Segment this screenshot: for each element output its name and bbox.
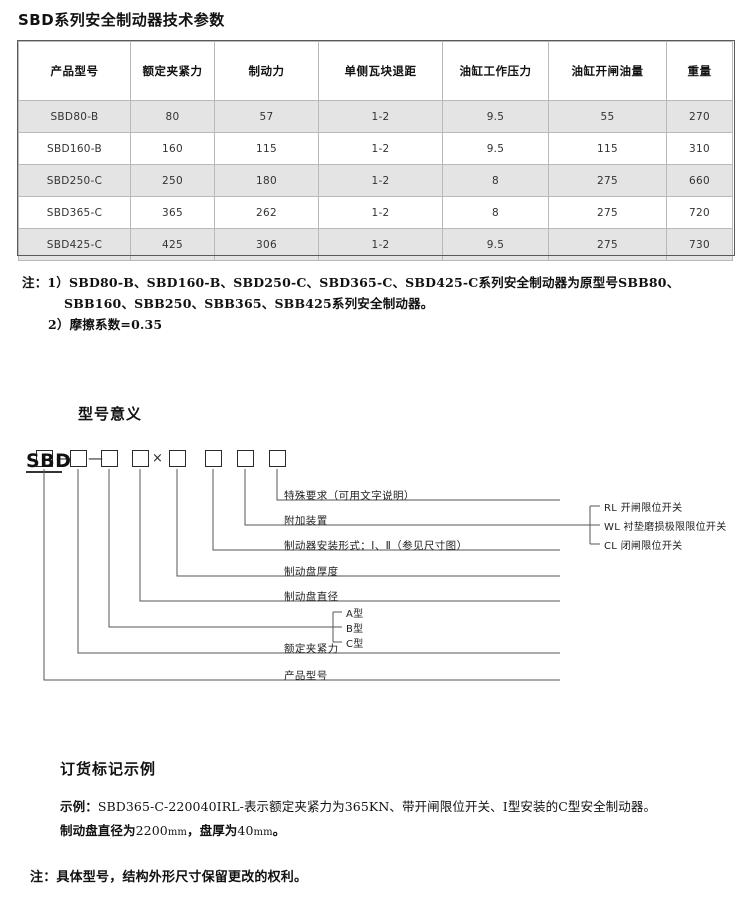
table-notes: 注：1）SBD80-B、SBD160-B、SBD250-C、SBD365-C、S… (22, 272, 679, 335)
cell-brakeforce: 262 (214, 196, 319, 229)
order-example-prefix: 示例： (60, 799, 98, 814)
cell-padgap: 1-2 (318, 100, 443, 133)
spec-table: 产品型号 额定夹紧力 制动力 单侧瓦块退距 油缸工作压力 油缸开闸油量 重量 S… (18, 41, 733, 261)
cell-oilvolume: 55 (548, 100, 667, 133)
table-row: SBD80-B 80 57 1-2 9.5 55 270 (18, 100, 733, 133)
cell-pressure: 8 (442, 164, 549, 197)
table-row: SBD365-C 365 262 1-2 8 275 720 (18, 196, 733, 229)
cell-brakeforce: 306 (214, 228, 319, 261)
cell-weight: 660 (666, 164, 733, 197)
table-row: SBD425-C 425 306 1-2 9.5 275 730 (18, 228, 733, 261)
designation-box-6 (205, 450, 222, 467)
order-example-line-1: 示例：SBD365-C-220040ⅠRL-表示额定夹紧力为365KN、带开闸限… (60, 795, 656, 819)
note-line-3: 2）摩擦系数=0.35 (48, 317, 163, 332)
cell-clampforce: 425 (130, 228, 215, 261)
cell-padgap: 1-2 (318, 164, 443, 197)
page-title: SBD系列安全制动器技术参数 (18, 11, 225, 29)
order-disclaimer-note: 注：具体型号，结构外形尺寸保留更改的权利。 (30, 870, 308, 885)
cell-clampforce: 250 (130, 164, 215, 197)
note-line-1: 注：1）SBD80-B、SBD160-B、SBD250-C、SBD365-C、S… (22, 275, 680, 290)
designation-box-3 (101, 450, 118, 467)
note-line-2: SBB160、SBB250、SBB365、SBB425系列安全制动器。 (64, 296, 434, 311)
table-row: SBD160-B 160 115 1-2 9.5 115 310 (18, 132, 733, 165)
designation-box-2 (70, 450, 87, 467)
designation-box-4 (132, 450, 149, 467)
cell-oilvolume: 275 (548, 228, 667, 261)
cell-weight: 720 (666, 196, 733, 229)
cell-brakeforce: 57 (214, 100, 319, 133)
cell-weight: 730 (666, 228, 733, 261)
cell-weight: 270 (666, 100, 733, 133)
cell-oilvolume: 275 (548, 164, 667, 197)
designation-box-8 (269, 450, 286, 467)
leader-lines (26, 469, 600, 681)
label-type-a: A型 (346, 609, 364, 620)
label-attachment: 附加装置 (284, 515, 328, 527)
cell-brakeforce: 180 (214, 164, 319, 197)
order-disc-diameter-unit: mm (167, 827, 187, 838)
column-header-padgap: 单侧瓦块退距 (318, 41, 443, 101)
designation-times-symbol: × (152, 451, 163, 466)
label-rated-clamp-force: 额定夹紧力 (284, 643, 339, 655)
label-disc-diameter: 制动盘直径 (284, 591, 339, 603)
section-heading-order-example: 订货标记示例 (60, 760, 157, 778)
column-header-model: 产品型号 (18, 41, 131, 101)
cell-model: SBD80-B (18, 100, 131, 133)
label-type-c: C型 (346, 639, 364, 650)
cell-pressure: 9.5 (442, 100, 549, 133)
cell-padgap: 1-2 (318, 228, 443, 261)
table-row: SBD250-C 250 180 1-2 8 275 660 (18, 164, 733, 197)
order-disc-diameter-label: 制动盘直径为 (60, 823, 136, 838)
column-header-brakeforce: 制动力 (214, 41, 319, 101)
label-special-requirement: 特殊要求（可用文字说明） (284, 490, 415, 502)
table-header-row: 产品型号 额定夹紧力 制动力 单侧瓦块退距 油缸工作压力 油缸开闸油量 重量 (18, 41, 733, 101)
cell-pressure: 8 (442, 196, 549, 229)
model-designation-diagram: — — × 特殊要求（可用文字说明） 附加装置 制动器安装形式：Ⅰ、Ⅱ（参见尺寸… (0, 440, 750, 705)
designation-prefix-sbd: SBD (26, 450, 72, 472)
designation-dash-2: — (88, 449, 103, 467)
cell-clampforce: 80 (130, 100, 215, 133)
cell-weight: 310 (666, 132, 733, 165)
label-type-b: B型 (346, 624, 364, 635)
cell-oilvolume: 275 (548, 196, 667, 229)
section-heading-model-meaning: 型号意义 (78, 405, 143, 423)
designation-dash-1: — (56, 449, 71, 467)
order-line2-terminator: 。 (272, 823, 286, 838)
cell-clampforce: 365 (130, 196, 215, 229)
label-mounting-form: 制动器安装形式：Ⅰ、Ⅱ（参见尺寸图） (284, 540, 468, 552)
order-disc-thickness-value: 40 (237, 823, 254, 838)
cell-clampforce: 160 (130, 132, 215, 165)
order-example-text: SBD365-C-220040ⅠRL-表示额定夹紧力为365KN、带开闸限位开关… (97, 799, 657, 814)
label-product-model: 产品型号 (284, 670, 328, 682)
cell-model: SBD250-C (18, 164, 131, 197)
label-disc-thickness: 制动盘厚度 (284, 566, 339, 578)
designation-box-5 (169, 450, 186, 467)
column-header-clampforce: 额定夹紧力 (130, 41, 215, 101)
label-switch-cl: CL 闭闸限位开关 (604, 541, 683, 552)
cell-pressure: 9.5 (442, 132, 549, 165)
cell-padgap: 1-2 (318, 132, 443, 165)
label-switch-wl: WL 衬垫磨损极限限位开关 (604, 522, 727, 533)
cell-model: SBD160-B (18, 132, 131, 165)
column-header-oilvolume: 油缸开闸油量 (548, 41, 667, 101)
designation-box-7 (237, 450, 254, 467)
cell-padgap: 1-2 (318, 196, 443, 229)
cell-brakeforce: 115 (214, 132, 319, 165)
cell-oilvolume: 115 (548, 132, 667, 165)
cell-model: SBD425-C (18, 228, 131, 261)
label-switch-rl: RL 开闸限位开关 (604, 503, 683, 514)
column-header-weight: 重量 (666, 41, 733, 101)
order-disc-diameter-value: 2200 (135, 823, 168, 838)
cell-pressure: 9.5 (442, 228, 549, 261)
order-example-body: 示例：SBD365-C-220040ⅠRL-表示额定夹紧力为365KN、带开闸限… (60, 795, 656, 845)
cell-model: SBD365-C (18, 196, 131, 229)
column-header-pressure: 油缸工作压力 (442, 41, 549, 101)
designation-box-1 (36, 450, 53, 467)
order-disc-thickness-label: ，盘厚为 (187, 823, 238, 838)
order-example-line-2: 制动盘直径为2200mm，盘厚为40mm。 (60, 819, 656, 845)
order-disc-thickness-unit: mm (253, 827, 273, 838)
